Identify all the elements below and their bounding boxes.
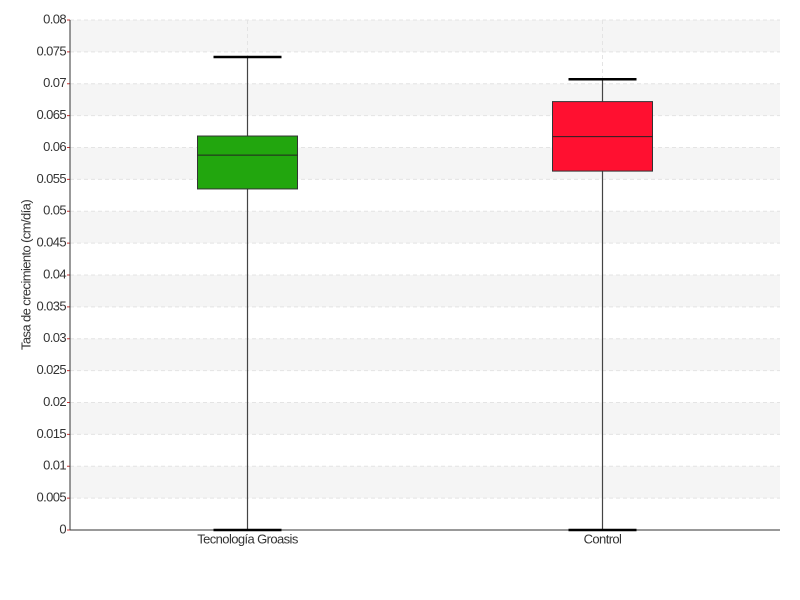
y-tick-label: 0.025 — [36, 362, 66, 377]
stripe — [70, 338, 780, 371]
x-tick-label: Tecnología Groasis — [197, 531, 299, 546]
stripe — [70, 275, 780, 307]
y-tick-label: 0.065 — [36, 107, 66, 122]
y-tick-label: 0.08 — [43, 11, 66, 26]
y-axis-label: Tasa de crecimiento (cm/día) — [18, 200, 33, 350]
x-tick-label: Control — [584, 531, 622, 546]
stripe — [70, 402, 780, 435]
stripe — [70, 211, 780, 244]
y-tick-label: 0.02 — [43, 394, 66, 409]
y-tick-label: 0.015 — [36, 426, 66, 441]
y-tick-label: 0.045 — [36, 235, 66, 250]
stripe — [70, 147, 780, 180]
y-tick-label: 0.01 — [43, 458, 66, 473]
box — [197, 135, 298, 190]
stripe — [70, 83, 780, 116]
stripe — [70, 20, 780, 52]
y-tick-label: 0.035 — [36, 298, 66, 313]
y-tick-label: 0.075 — [36, 43, 66, 58]
stripe — [70, 466, 780, 499]
y-tick-label: 0.05 — [43, 203, 66, 218]
y-tick-label: 0 — [59, 521, 66, 536]
y-tick-label: 0.04 — [43, 266, 66, 281]
y-tick-label: 0.03 — [43, 330, 66, 345]
y-tick-label: 0.07 — [43, 75, 66, 90]
y-tick-label: 0.005 — [36, 490, 66, 505]
y-tick-label: 0.055 — [36, 171, 66, 186]
y-tick-label: 0.06 — [43, 139, 66, 154]
